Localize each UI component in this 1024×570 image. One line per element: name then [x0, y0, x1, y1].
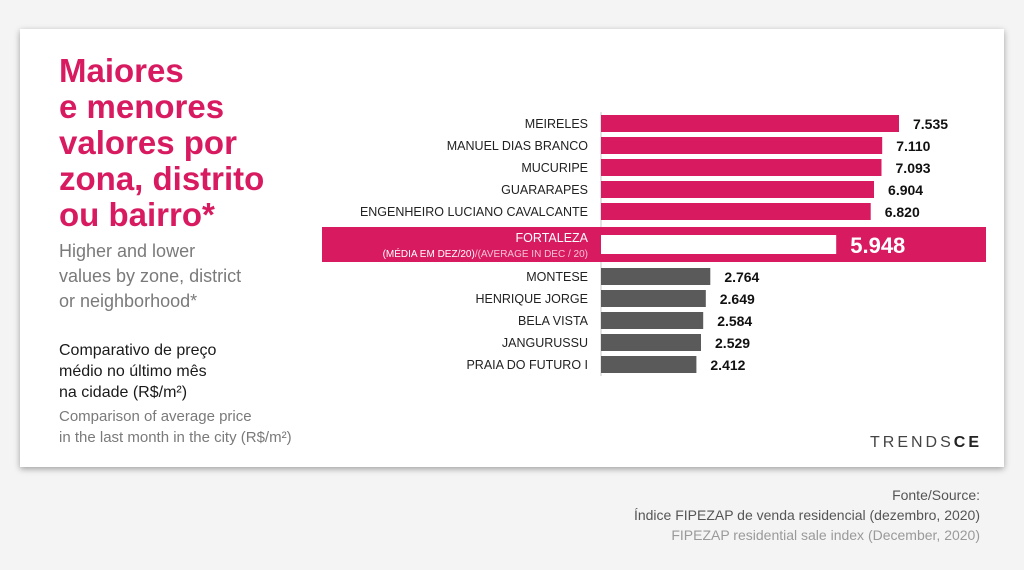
top-value-label: 6.904 [888, 182, 923, 198]
title-line: valores por [59, 124, 237, 161]
top-value-label: 6.820 [885, 204, 920, 220]
title-line: e menores [59, 88, 225, 125]
top-category-label: MUCURIPE [521, 161, 588, 175]
bottom-value-label: 2.764 [724, 269, 759, 285]
highlight-value-label: 5.948 [850, 233, 905, 258]
top-value-label: 7.093 [896, 160, 931, 176]
bottom-category-label: HENRIQUE JORGE [475, 292, 588, 306]
source-index-en: FIPEZAP residential sale index (December… [671, 527, 980, 543]
top-bar [601, 115, 899, 132]
comparison-line: Comparativo de preço [59, 342, 217, 359]
bottom-category-label: BELA VISTA [518, 314, 589, 328]
source-index-pt: Índice FIPEZAP de venda residencial (dez… [633, 507, 980, 523]
highlight-label: FORTALEZA [516, 231, 589, 245]
comparison-portuguese: Comparativo de preço médio no último mês… [59, 340, 319, 403]
bottom-bar [601, 356, 697, 373]
source-note: Fonte/Source: Índice FIPEZAP de venda re… [634, 485, 980, 545]
trendsce-logo: TRENDSCE [870, 434, 982, 452]
top-bar [601, 203, 871, 220]
highlight-sublabel: (MÉDIA EM DEZ/20)/(AVERAGE IN DEC / 20) [383, 247, 588, 260]
bottom-value-label: 2.529 [715, 335, 750, 351]
top-value-label: 7.110 [896, 138, 930, 154]
subtitle-line: values by zone, district [59, 266, 242, 286]
logo-part: CE [953, 434, 983, 451]
top-bar [601, 159, 882, 176]
chart-title: Maiores e menores valores por zona, dist… [59, 53, 339, 233]
comparison-english: Comparison of average price in the last … [59, 406, 379, 448]
subtitle-line: or neighborhood* [59, 291, 198, 311]
top-value-label: 7.535 [913, 116, 948, 132]
title-line: ou bairro* [59, 196, 215, 233]
title-line: Maiores [59, 52, 184, 89]
bottom-category-label: PRAIA DO FUTURO I [466, 358, 588, 372]
logo-part: TRENDS [870, 434, 954, 451]
top-bar [601, 137, 883, 154]
subtitle-line: Higher and lower [59, 241, 196, 261]
bottom-category-label: MONTESE [526, 270, 588, 284]
comparison-line: médio no último mês [59, 363, 207, 380]
comparison-line: Comparison of average price [59, 408, 252, 425]
comparison-line: in the last month in the city (R$/m²) [59, 429, 292, 446]
bottom-bar [601, 268, 711, 285]
bottom-bar [601, 334, 701, 351]
highlight-sublabel-en: /(AVERAGE IN DEC / 20) [475, 249, 588, 260]
highlight-sublabel-pt: (MÉDIA EM DEZ/20) [383, 247, 475, 260]
top-category-label: MANUEL DIAS BRANCO [447, 139, 589, 153]
highlight-bar [601, 235, 837, 254]
top-bar [601, 181, 874, 198]
top-category-label: MEIRELES [525, 117, 588, 131]
bottom-value-label: 2.412 [710, 357, 745, 373]
top-category-label: GUARARAPES [501, 183, 588, 197]
title-line: zona, distrito [59, 160, 265, 197]
bottom-value-label: 2.649 [720, 291, 755, 307]
subtitle-english: Higher and lower values by zone, distric… [59, 239, 319, 314]
top-category-label: ENGENHEIRO LUCIANO CAVALCANTE [360, 205, 588, 219]
source-label: Fonte/Source: [892, 487, 980, 503]
bottom-bar [601, 290, 706, 307]
comparison-line: na cidade (R$/m²) [59, 384, 188, 401]
bottom-value-label: 2.584 [717, 313, 752, 329]
bottom-bar [601, 312, 704, 329]
bottom-category-label: JANGURUSSU [502, 336, 588, 350]
